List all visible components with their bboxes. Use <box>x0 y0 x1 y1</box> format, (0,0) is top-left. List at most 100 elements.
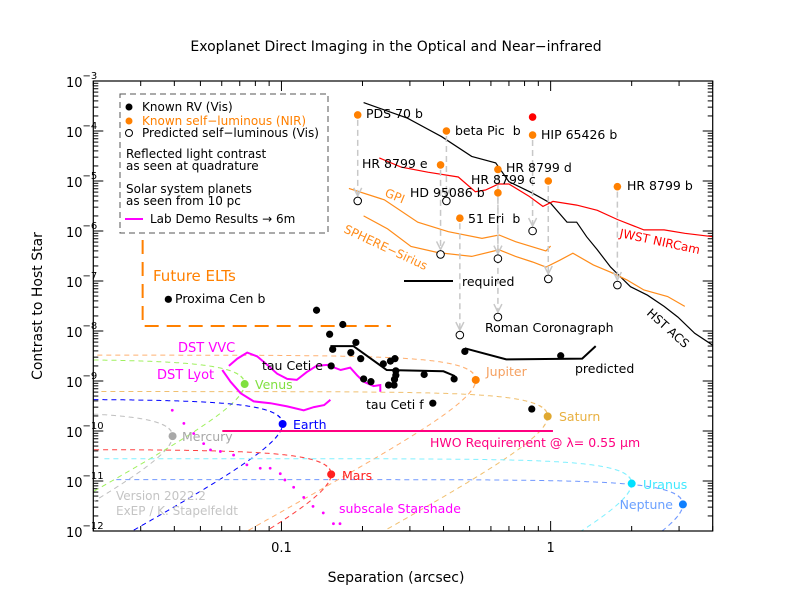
legend-known-self-luminous: Known self−luminous (NIR) <box>142 114 306 128</box>
rv-planet-point <box>352 338 360 347</box>
y-tick-exponent: −9 <box>83 371 98 382</box>
legend-predicted-marker <box>125 129 133 137</box>
self-luminous-point <box>436 161 445 169</box>
predicted-point <box>455 330 465 340</box>
planet-saturn <box>543 412 552 421</box>
legend-self-luminous-marker <box>125 117 133 125</box>
data-points <box>164 111 687 509</box>
curve-roman-predicted-inner- <box>330 345 456 377</box>
planet-uranus <box>627 479 636 488</box>
self-luminous-point <box>544 177 553 185</box>
curve-subscale-starshade-dot <box>321 511 325 515</box>
dst-vvc-label: DST VVC <box>178 341 235 356</box>
plot-frame <box>92 80 714 532</box>
self-luminous-point <box>613 182 622 191</box>
arrowhead-icon <box>441 187 452 198</box>
curve-subscale-starshade-dot <box>202 442 206 445</box>
y-tick-exponent: −7 <box>83 271 98 282</box>
curve-subscale-starshade-dot <box>232 453 235 457</box>
hwo-requirement-label: HWO Requirement @ λ= 0.55 μm <box>430 435 640 450</box>
rv-planet-point <box>420 370 428 379</box>
instrument-curves <box>141 102 713 526</box>
predicted-point <box>353 196 363 206</box>
neptune-label: Neptune <box>620 497 674 512</box>
predicted-point <box>528 226 537 236</box>
legend-lab-demo: Lab Demo Results → 6m <box>150 212 295 226</box>
51eri-label: 51 Eri b <box>468 211 520 226</box>
curve-subscale-starshade-dot <box>218 450 222 453</box>
planet-venus <box>240 380 249 389</box>
rv-planet-point <box>390 381 398 389</box>
curve-subscale-starshade-dot <box>311 505 315 508</box>
curve-subscale-starshade-dot <box>278 472 282 476</box>
predicted-point <box>493 254 503 263</box>
beta-pic-label: beta Pic b <box>455 123 521 138</box>
legend-solar-1: Solar system planets <box>126 182 252 196</box>
predicted-point <box>436 250 445 259</box>
self-luminous-point <box>528 131 537 139</box>
legend-rv-marker <box>125 103 133 111</box>
curve-subscale-starshade-dot <box>192 432 196 435</box>
arrowhead-icon <box>543 265 553 276</box>
jupiter-label: Jupiter <box>485 364 528 379</box>
orbit-uranus <box>104 458 633 531</box>
x-tick-label: 0.1 <box>271 541 292 556</box>
arrowhead-icon <box>435 241 446 252</box>
curve-subscale-starshade-dot <box>332 522 335 526</box>
rv-planet-point <box>367 378 375 386</box>
red-point <box>528 113 537 121</box>
future-elts-boundary <box>141 240 391 327</box>
x-axis-label: Separation (arcsec) <box>328 570 465 586</box>
curve-subscale-starshade-dot <box>338 522 342 526</box>
gpi-label: GPI <box>383 186 407 207</box>
required-label: required <box>462 274 514 289</box>
mercury-label: Mercury <box>182 429 233 444</box>
self-luminous-point <box>353 111 362 119</box>
y-tick-exponent: −4 <box>83 121 98 132</box>
rv-planet-point <box>164 295 172 303</box>
arrowhead-icon <box>493 303 503 314</box>
legend-reflected-1: Reflected light contrast <box>126 147 266 161</box>
rv-planet-point <box>360 375 368 383</box>
curve-roman-predicted-outer- <box>464 345 597 361</box>
arrowhead-icon <box>353 187 363 198</box>
curve-dst-lyot <box>221 369 332 412</box>
rv-planet-point <box>390 375 399 383</box>
planet-jupiter <box>471 375 480 384</box>
prediction-arrows <box>353 119 623 332</box>
curve-subscale-starshade-dot <box>182 421 186 425</box>
roman-coronagraph-label: Roman Coronagraph <box>485 320 614 335</box>
planet-neptune <box>678 500 687 509</box>
self-luminous-point <box>456 214 464 223</box>
hr8799d-label: HR 8799 d <box>506 160 572 175</box>
legend-box <box>119 93 329 234</box>
rv-planet-point <box>429 399 437 407</box>
rv-planet-point <box>339 320 347 329</box>
curve-dst-vvc <box>228 351 382 392</box>
predicted-point <box>613 280 622 290</box>
hd95086-label: HD 95086 b <box>410 185 485 200</box>
curve-sphere-sirius <box>363 215 686 307</box>
legend-known-rv: Known RV (Vis) <box>142 100 233 114</box>
y-tick-exponent: −6 <box>83 221 98 232</box>
rv-planet-point <box>327 362 335 370</box>
planet-mercury <box>168 432 177 441</box>
y-tick-exponent: −8 <box>83 321 98 332</box>
proxima-label: Proxima Cen b <box>175 291 265 306</box>
dst-lyot-label: DST Lyot <box>157 368 214 383</box>
curve-jwst-nircam <box>379 157 713 238</box>
rv-planet-point <box>326 330 334 338</box>
curve-subscale-starshade-dot <box>209 448 212 452</box>
predicted-point <box>442 196 451 206</box>
hr8799e-label: HR 8799 e <box>362 156 428 171</box>
rv-planet-point <box>450 375 458 383</box>
mars-label: Mars <box>342 468 372 483</box>
curve-subscale-starshade-dot <box>268 466 272 470</box>
legend-predicted-self-luminous: Predicted self−luminous (Vis) <box>142 126 319 140</box>
curve-subscale-starshade-dot <box>283 478 287 482</box>
version-label: Version 2022.2 <box>116 489 206 503</box>
hip65426-label: HIP 65426 b <box>541 127 617 142</box>
earth-label: Earth <box>293 417 327 432</box>
rv-planet-point <box>347 348 355 357</box>
